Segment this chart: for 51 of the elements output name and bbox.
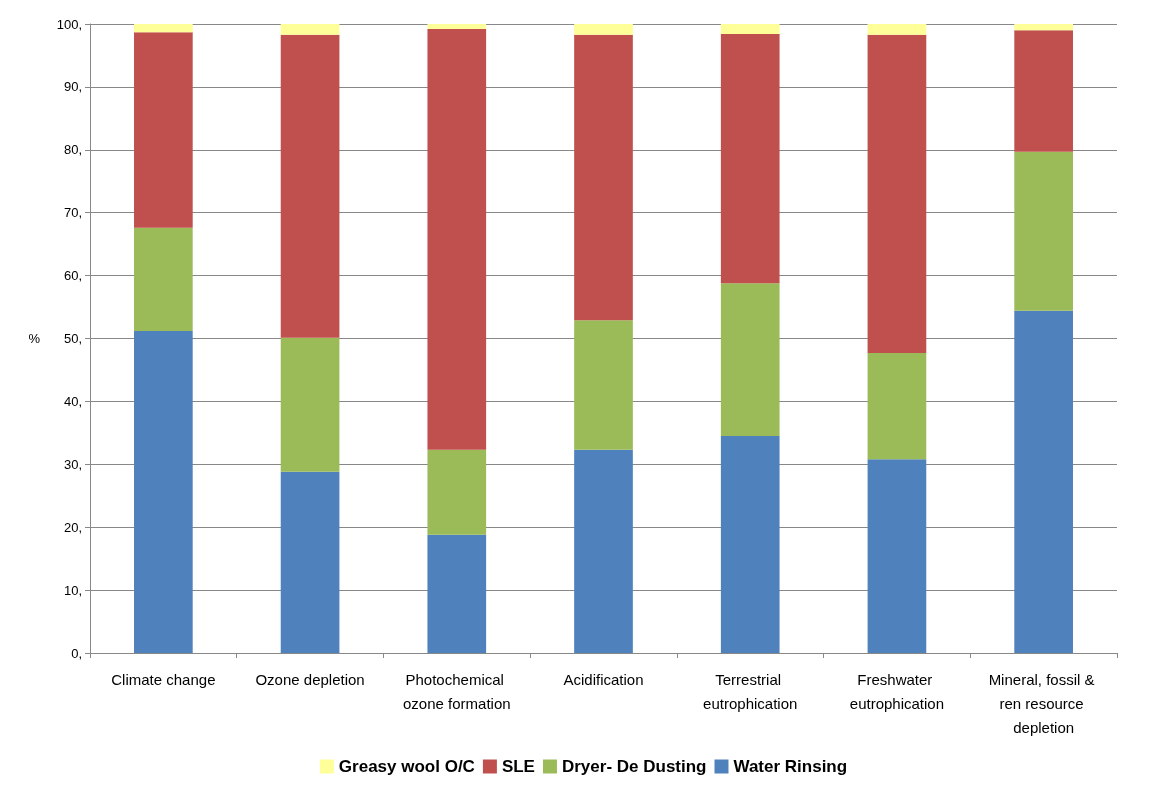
y-axis-title: % [28, 331, 41, 346]
bar [867, 352, 927, 460]
y-tick-label: 30, [63, 456, 82, 472]
bar [280, 34, 340, 338]
bar [574, 320, 633, 450]
bar [574, 449, 633, 653]
y-tick-label: 90, [63, 79, 82, 95]
bar [1014, 24, 1073, 31]
legend-label: SLE [501, 757, 535, 776]
legend-label: Greasy wool O/C [338, 757, 475, 776]
y-tick-label: 50, [63, 331, 82, 346]
bar [867, 459, 927, 653]
bar [1014, 30, 1073, 152]
bar [134, 32, 193, 228]
y-tick-label: 70, [63, 205, 82, 221]
bar [280, 337, 340, 472]
bar [720, 283, 780, 436]
bar [427, 449, 487, 535]
bar [1014, 151, 1073, 311]
y-tick-label: 100, [56, 16, 82, 32]
bar [720, 24, 780, 35]
x-tick-label: Ozone depletion [255, 670, 365, 688]
bar [867, 24, 927, 35]
x-tick-label: Freshwater eutrophication [849, 670, 945, 712]
bar [720, 34, 780, 284]
bar [427, 534, 487, 653]
bar [280, 471, 340, 653]
x-tick-label: Mineral, fossil & ren resource depletion [988, 670, 1099, 736]
bar [867, 34, 927, 353]
y-tick-label: 0, [71, 645, 82, 661]
x-tick-label: Terrestrial eutrophication [703, 670, 798, 712]
bar [280, 24, 340, 35]
legend-label: Dryer- De Dusting [561, 757, 707, 776]
y-tick-label: 10, [63, 582, 82, 598]
x-tick-label: Photochemical ozone formation [403, 670, 511, 712]
bar [427, 29, 487, 450]
y-tick-label: 20, [63, 519, 82, 535]
x-tick-label: Acidification [563, 670, 644, 688]
bar [574, 24, 633, 35]
bar [1014, 310, 1073, 653]
bar [134, 227, 193, 331]
y-tick-label: 40, [63, 393, 82, 409]
bar [134, 24, 193, 33]
bar [574, 34, 633, 321]
x-tick-label: Climate change [111, 670, 216, 688]
y-tick-label: 60, [63, 268, 82, 284]
bar [720, 436, 780, 653]
legend-label: Water Rinsing [733, 757, 848, 776]
y-tick-label: 80, [63, 142, 82, 158]
bar [427, 24, 487, 30]
bar [134, 330, 193, 653]
